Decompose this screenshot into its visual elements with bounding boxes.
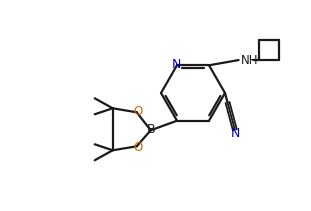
Text: NH: NH (240, 54, 258, 67)
Text: O: O (133, 141, 142, 154)
Text: N: N (231, 127, 240, 140)
Text: B: B (146, 123, 155, 136)
Text: O: O (133, 105, 142, 118)
Text: N: N (171, 58, 181, 71)
